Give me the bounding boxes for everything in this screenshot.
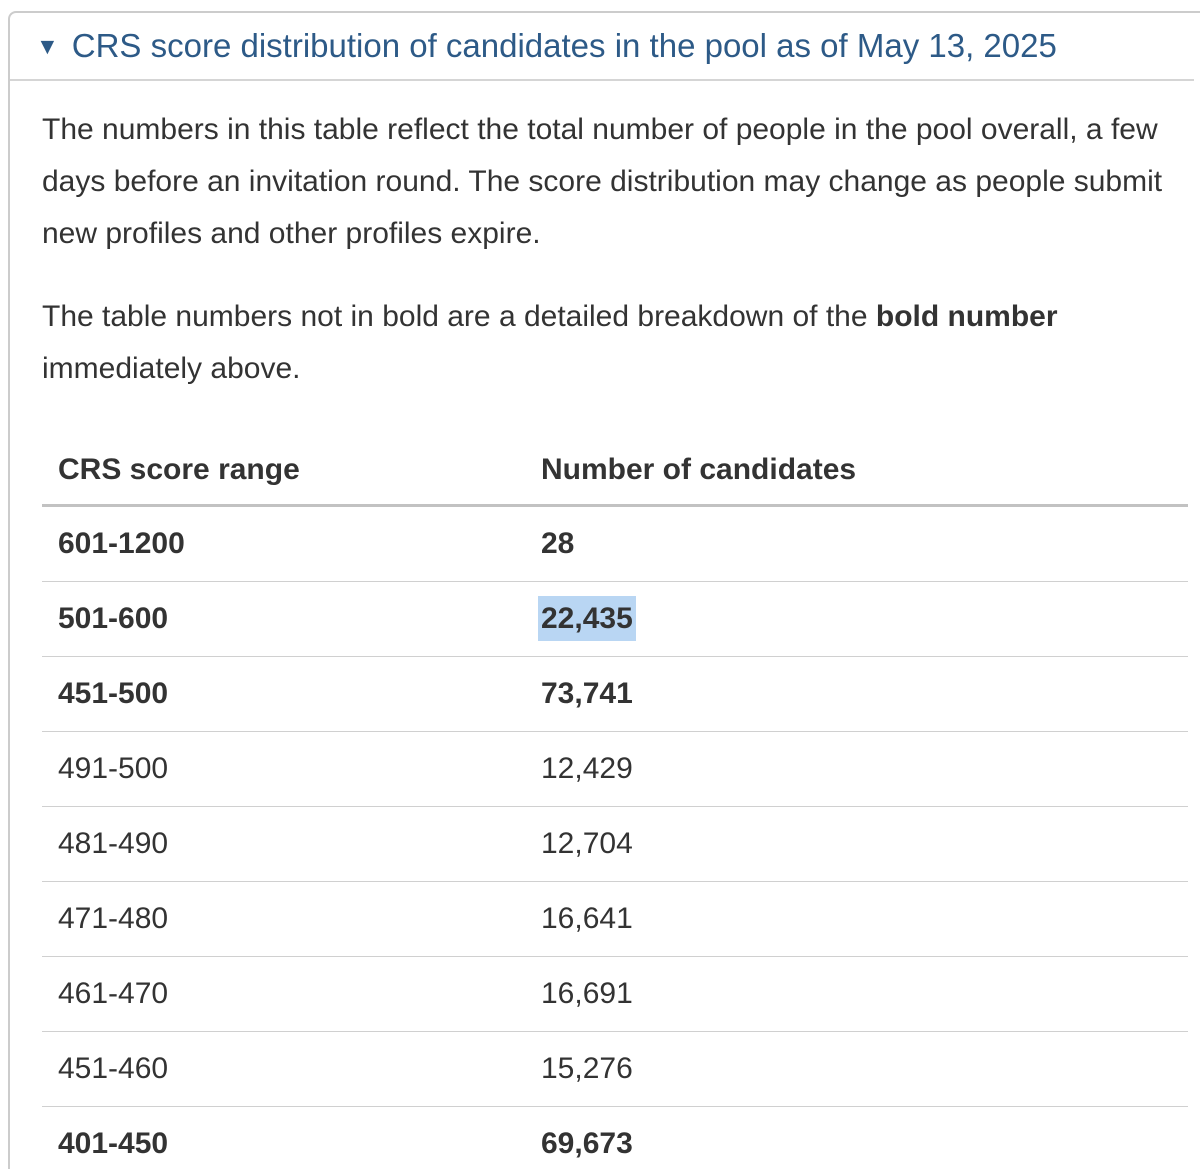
table-row: 491-500 12,429 bbox=[42, 731, 1188, 807]
table-header-row: CRS score range Number of candidates bbox=[42, 426, 1188, 507]
crs-distribution-table: CRS score range Number of candidates 601… bbox=[42, 426, 1188, 1169]
score-range-cell: 471-480 bbox=[42, 881, 525, 957]
candidates-cell: 73,741 bbox=[525, 656, 1188, 732]
details-summary[interactable]: ▼ CRS score distribution of candidates i… bbox=[10, 13, 1194, 81]
score-range-cell: 491-500 bbox=[42, 731, 525, 807]
details-content: The numbers in this table reflect the to… bbox=[10, 81, 1200, 1169]
table-row: 601-1200 28 bbox=[42, 505, 1188, 582]
score-range-cell: 501-600 bbox=[42, 581, 525, 657]
candidates-cell: 12,704 bbox=[525, 806, 1188, 882]
bold-number-emphasis: bold number bbox=[875, 300, 1058, 333]
candidates-cell: 16,641 bbox=[525, 881, 1188, 957]
collapse-arrow-icon: ▼ bbox=[36, 33, 59, 59]
score-range-cell: 451-500 bbox=[42, 656, 525, 732]
score-range-cell: 601-1200 bbox=[42, 505, 525, 582]
paragraph-2-text: The table numbers not in bold are a deta… bbox=[42, 300, 876, 333]
details-expander: ▼ CRS score distribution of candidates i… bbox=[8, 11, 1200, 1169]
details-title: CRS score distribution of candidates in … bbox=[71, 27, 1057, 64]
selected-text-highlight: 22,435 bbox=[538, 596, 636, 641]
candidates-cell: 12,429 bbox=[525, 731, 1188, 807]
candidates-cell: 28 bbox=[525, 505, 1188, 582]
score-range-cell: 451-460 bbox=[42, 1031, 525, 1107]
paragraph-2-text-end: immediately above. bbox=[42, 352, 301, 385]
table-row: 451-460 15,276 bbox=[42, 1031, 1188, 1107]
candidates-cell: 22,435 bbox=[525, 581, 1188, 657]
table-row: 481-490 12,704 bbox=[42, 806, 1188, 882]
table-row: 501-600 22,435 bbox=[42, 581, 1188, 657]
candidates-cell: 15,276 bbox=[525, 1031, 1188, 1107]
col-header-candidates: Number of candidates bbox=[525, 426, 1188, 507]
intro-paragraph-2: The table numbers not in bold are a deta… bbox=[42, 291, 1192, 395]
intro-paragraph-1: The numbers in this table reflect the to… bbox=[42, 113, 1163, 250]
score-range-cell: 461-470 bbox=[42, 956, 525, 1032]
candidates-cell: 16,691 bbox=[525, 956, 1188, 1032]
table-row: 401-450 69,673 bbox=[42, 1106, 1188, 1169]
candidates-cell: 69,673 bbox=[525, 1106, 1188, 1169]
table-row: 451-500 73,741 bbox=[42, 656, 1188, 732]
score-range-cell: 481-490 bbox=[42, 806, 525, 882]
score-range-cell: 401-450 bbox=[42, 1106, 525, 1169]
table-row: 471-480 16,641 bbox=[42, 881, 1188, 957]
table-row: 461-470 16,691 bbox=[42, 956, 1188, 1032]
col-header-score-range: CRS score range bbox=[42, 426, 525, 507]
